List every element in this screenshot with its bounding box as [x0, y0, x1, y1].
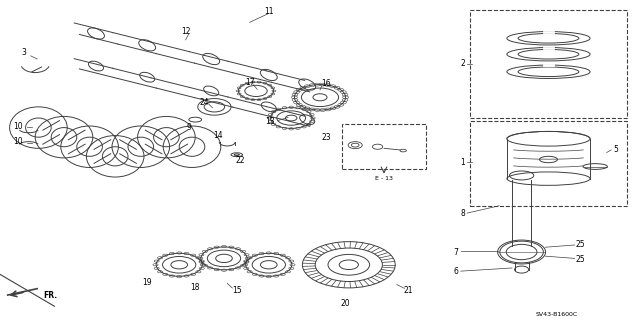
Text: 25: 25: [576, 241, 586, 249]
Text: 23: 23: [321, 133, 332, 142]
Text: SV43-B1600C: SV43-B1600C: [536, 312, 578, 317]
Text: 1: 1: [461, 158, 465, 167]
Text: 2: 2: [461, 59, 465, 68]
Text: 6: 6: [453, 267, 458, 276]
Text: 11: 11: [264, 7, 273, 16]
Text: 5: 5: [613, 145, 618, 154]
Text: 21: 21: [404, 286, 413, 295]
Text: 24: 24: [200, 98, 210, 107]
Text: 10: 10: [13, 122, 23, 130]
Text: 16: 16: [321, 79, 332, 88]
Text: 3: 3: [22, 48, 27, 57]
Text: 18: 18: [191, 283, 200, 292]
Text: 8: 8: [461, 209, 465, 218]
Text: 15: 15: [232, 286, 242, 295]
Text: 13: 13: [266, 117, 275, 126]
Text: 22: 22: [236, 156, 244, 165]
Bar: [470, 121, 627, 206]
Text: E - 13: E - 13: [375, 176, 393, 181]
Text: 17: 17: [244, 78, 255, 87]
Bar: [470, 10, 627, 118]
Text: 25: 25: [576, 255, 586, 263]
Text: 7: 7: [453, 248, 458, 256]
Text: 9: 9: [186, 123, 191, 132]
Text: 14: 14: [212, 131, 223, 140]
Text: FR.: FR.: [44, 291, 58, 300]
Text: 10: 10: [13, 137, 23, 146]
Text: 20: 20: [340, 299, 351, 308]
Text: 19: 19: [142, 278, 152, 287]
Bar: [342, 124, 426, 169]
Text: 12: 12: [181, 27, 190, 36]
